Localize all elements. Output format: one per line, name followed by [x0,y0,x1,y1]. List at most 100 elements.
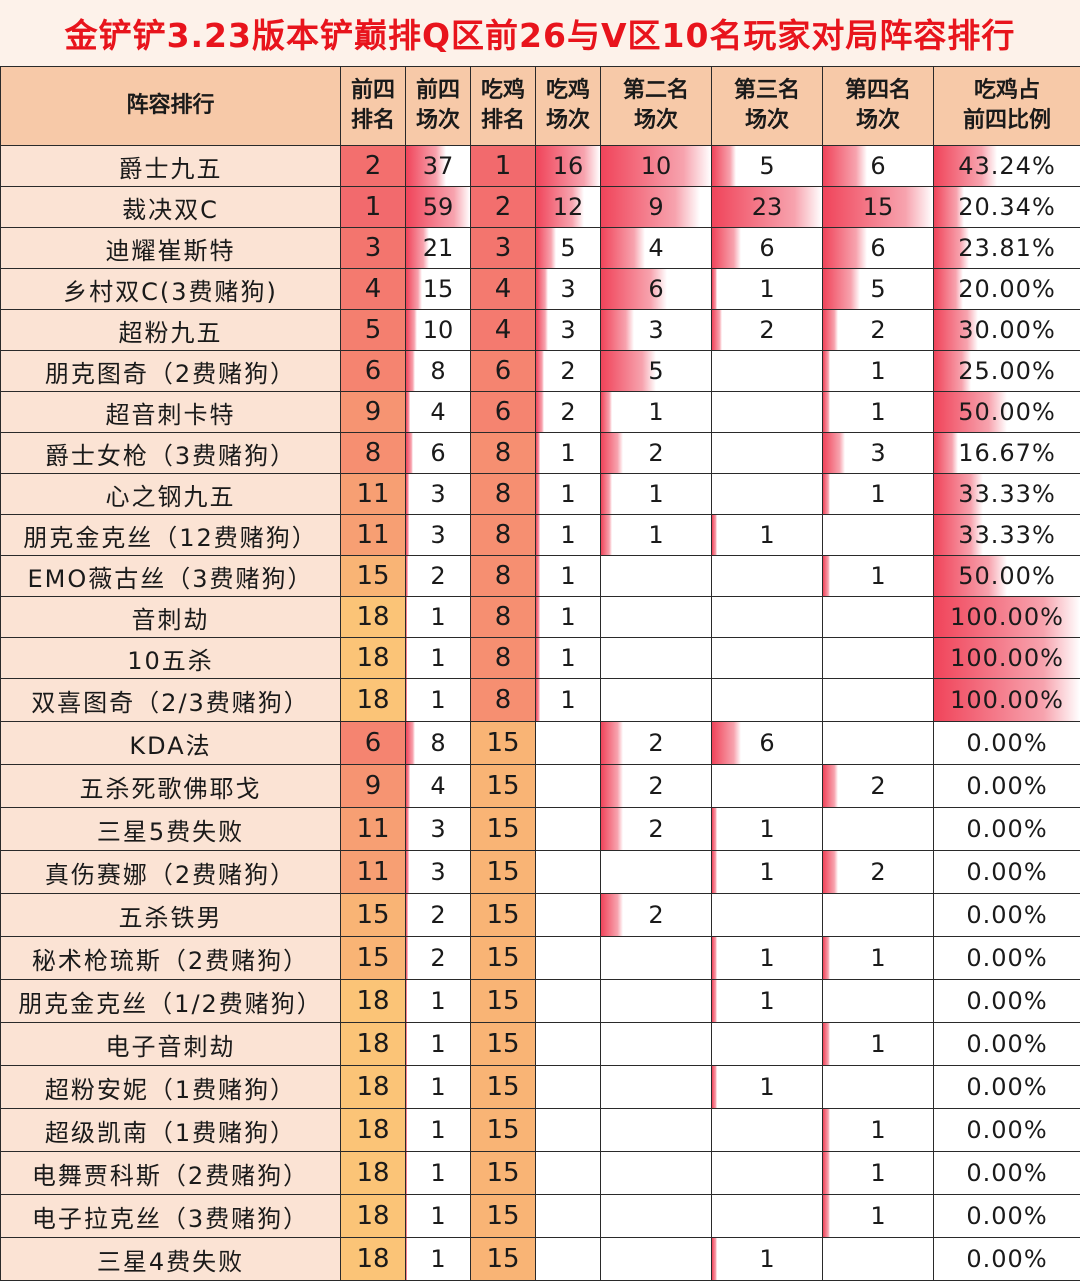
header-lineup: 阵容排行 [0,66,341,146]
cell-fourth-games: 1 [822,1151,934,1195]
cell-second-games: 2 [600,893,712,937]
table-row: EMO薇古丝（3费赌狗） 15 2 8 1 1 50.00% [0,555,1080,597]
data-bar [823,474,831,514]
cell-top4-rank: 18 [340,1108,406,1152]
cell-value: 1 [560,644,576,672]
data-bar [823,146,867,186]
cell-third-games: 6 [711,721,823,765]
cell-value: 1 [870,1159,886,1187]
cell-win-ratio: 100.00% [933,678,1080,722]
cell-value: 25.00% [958,357,1056,385]
cell-third-games: 23 [711,186,823,228]
table-row: 迪耀崔斯特 3 21 3 5 4 6 6 23.81% [0,227,1080,269]
cell-value: 1 [759,944,775,972]
data-bar [823,1195,831,1237]
cell-third-games: 1 [711,1237,823,1281]
cell-value: 1 [430,987,446,1015]
data-bar [712,808,717,850]
data-bar [406,894,409,936]
cell-win-ratio: 0.00% [933,721,1080,765]
data-bar [823,392,831,432]
cell-value: 2 [430,562,446,590]
data-bar [934,433,959,473]
cell-value: 朋克金克丝（1/2费赌狗） [18,989,323,1018]
cell-value: 0.00% [966,815,1048,843]
cell-top4-games: 1 [405,596,471,638]
cell-fourth-games [822,678,934,722]
cell-value: 1 [870,944,886,972]
cell-value: 15 [486,814,520,844]
cell-value: 15 [486,771,520,801]
cell-value: 15 [356,900,390,930]
data-bar [934,679,1080,721]
cell-top4-rank: 9 [340,764,406,808]
cell-win-rank: 15 [470,1065,536,1109]
cell-value: 超粉九五 [118,318,223,347]
cell-value: 2 [560,398,576,426]
table-row: 朋克金克丝（1/2费赌狗） 18 1 15 1 0.00% [0,979,1080,1023]
cell-win-games [535,807,601,851]
data-bar [601,433,623,473]
cell-value: 18 [356,1072,390,1102]
cell-third-games: 1 [711,1065,823,1109]
cell-third-games [711,596,823,638]
cell-lineup-name: 朋克图奇（2费赌狗） [0,350,341,392]
cell-second-games: 2 [600,764,712,808]
data-bar [536,228,556,268]
data-bar [601,269,667,309]
cell-top4-rank: 11 [340,807,406,851]
cell-win-ratio: 100.00% [933,596,1080,638]
cell-top4-rank: 18 [340,596,406,638]
cell-value: 1 [759,521,775,549]
cell-value: 4 [648,234,664,262]
cell-lineup-name: 双喜图奇（2/3费赌狗） [0,678,341,722]
cell-third-games [711,350,823,392]
cell-value: 18 [356,1201,390,1231]
cell-win-ratio: 33.33% [933,473,1080,515]
cell-top4-games: 15 [405,268,471,310]
cell-value: 乡村双C(3费赌狗) [63,277,278,306]
cell-win-games [535,893,601,937]
cell-win-games: 1 [535,473,601,515]
data-bar [712,937,717,979]
cell-value: 100.00% [950,686,1064,714]
cell-fourth-games: 1 [822,391,934,433]
header-fourth-games: 第四名 场次 [822,66,934,146]
cell-top4-rank: 5 [340,309,406,351]
cell-lineup-name: 爵士女枪（3费赌狗） [0,432,341,474]
cell-value: 3 [560,316,576,344]
cell-top4-rank: 18 [340,1194,406,1238]
cell-value: 15 [356,943,390,973]
cell-second-games [600,678,712,722]
cell-value: 6 [364,356,382,386]
cell-win-ratio: 23.81% [933,227,1080,269]
cell-value: 15 [486,1115,520,1145]
cell-value: 2 [430,901,446,929]
cell-win-games [535,936,601,980]
cell-fourth-games: 1 [822,1108,934,1152]
data-bar [823,433,845,473]
data-bar [823,851,838,893]
data-bar [406,433,413,473]
cell-value: 3 [364,233,382,263]
cell-fourth-games [822,979,934,1023]
cell-third-games: 5 [711,145,823,187]
cell-value: 33.33% [958,480,1056,508]
cell-second-games [600,1194,712,1238]
cell-value: 18 [356,643,390,673]
cell-fourth-games: 1 [822,350,934,392]
cell-value: 1 [870,480,886,508]
cell-fourth-games: 2 [822,309,934,351]
cell-value: 3 [430,815,446,843]
cell-second-games [600,596,712,638]
data-bar [823,937,831,979]
cell-win-rank: 8 [470,596,536,638]
data-bar [712,269,717,309]
cell-value: 朋克金克丝（12费赌狗） [23,523,318,552]
cell-lineup-name: 迪耀崔斯特 [0,227,341,269]
data-bar [406,392,411,432]
table-row: 三星4费失败 18 1 15 1 0.00% [0,1237,1080,1281]
cell-win-ratio: 0.00% [933,893,1080,937]
data-bar [406,146,447,186]
cell-win-ratio: 0.00% [933,764,1080,808]
